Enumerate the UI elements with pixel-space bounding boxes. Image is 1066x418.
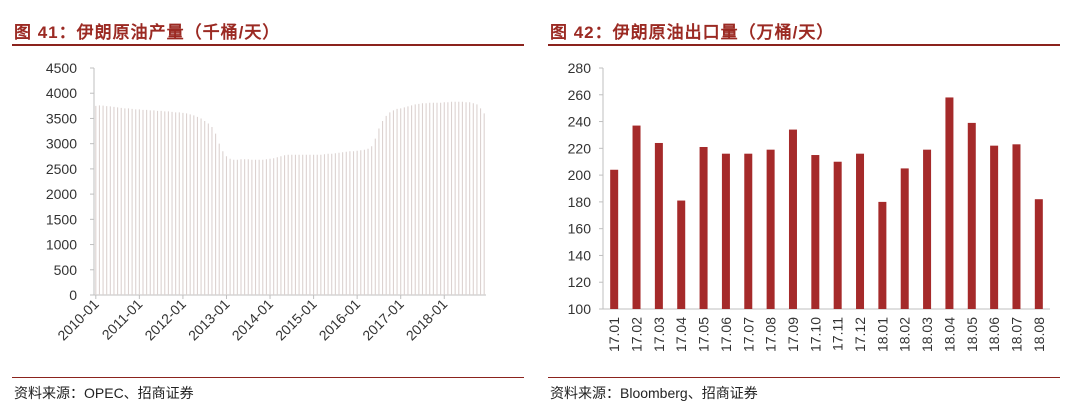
right-export-bar xyxy=(721,153,730,309)
left-x-tick-label: 2014-01 xyxy=(229,296,277,344)
right-x-tick-label: 18.01 xyxy=(874,317,890,352)
left-production-chart: 0 500 1000 1500 2000 2500 3000 3500 4000 4500 2010… xyxy=(46,60,486,344)
right-export-bar xyxy=(833,161,842,309)
right-export-bar xyxy=(610,169,619,309)
right-x-tick-label: 18.07 xyxy=(1008,317,1024,352)
left-y-tick-label: 4000 xyxy=(46,85,77,101)
right-export-bar xyxy=(900,168,909,309)
left-y-tick-label: 1500 xyxy=(46,211,77,227)
right-export-bar xyxy=(788,129,797,309)
right-source-divider xyxy=(548,377,1060,378)
right-x-tick-label: 17.07 xyxy=(740,317,756,352)
right-export-bar xyxy=(766,149,775,309)
right-export-bar xyxy=(677,200,686,309)
right-source-note: 资料来源：Bloomberg、招商证券 xyxy=(550,385,758,401)
left-x-tick-label: 2015-01 xyxy=(272,296,320,344)
right-export-bar xyxy=(945,97,954,309)
right-x-tick-label: 18.04 xyxy=(941,317,957,352)
right-x-tick-label: 17.03 xyxy=(651,317,667,352)
right-y-tick-label: 100 xyxy=(568,301,592,317)
right-export-bar xyxy=(967,122,976,310)
right-y-tick-label: 160 xyxy=(568,221,592,237)
right-x-tick-label: 18.02 xyxy=(897,317,913,352)
left-x-tick-label: 2010-01 xyxy=(54,296,102,344)
left-y-tick-label: 500 xyxy=(54,262,78,278)
right-x-tick-label: 18.03 xyxy=(919,317,935,352)
right-x-tick-label: 17.12 xyxy=(852,317,868,352)
right-export-bar xyxy=(878,201,887,309)
left-y-tick-label: 4500 xyxy=(46,60,77,76)
right-x-tick-label: 17.10 xyxy=(807,317,823,352)
right-export-bar xyxy=(990,145,999,309)
left-x-tick-label: 2012-01 xyxy=(141,296,189,344)
left-x-tick-label: 2018-01 xyxy=(403,296,451,344)
right-export-bar xyxy=(856,153,865,309)
right-export-bar xyxy=(654,142,663,309)
right-x-tick-label: 17.05 xyxy=(696,317,712,352)
left-x-tick-label: 2011-01 xyxy=(99,296,146,343)
right-y-tick-label: 220 xyxy=(568,140,592,156)
right-y-tick-label: 180 xyxy=(568,194,592,210)
left-figure-title: 图 41：伊朗原油产量（千桶/天） xyxy=(14,23,281,42)
left-source-note: 资料来源：OPEC、招商证券 xyxy=(14,385,194,401)
left-x-tick-label: 2013-01 xyxy=(185,296,233,344)
left-y-tick-label: 2500 xyxy=(46,161,77,177)
right-export-bar xyxy=(632,125,641,309)
left-y-tick-label: 1000 xyxy=(46,237,77,253)
right-x-tick-label: 17.02 xyxy=(629,317,645,352)
left-y-tick-label: 2000 xyxy=(46,186,77,202)
left-y-tick-label: 3000 xyxy=(46,136,77,152)
right-y-tick-label: 260 xyxy=(568,87,592,103)
left-x-tick-label: 2016-01 xyxy=(316,296,364,344)
right-export-bar xyxy=(1034,199,1043,309)
right-x-tick-label: 17.06 xyxy=(718,317,734,352)
right-x-tick-label: 17.09 xyxy=(785,317,801,352)
right-x-tick-label: 17.04 xyxy=(673,317,689,352)
right-y-tick-label: 140 xyxy=(568,247,592,263)
right-y-tick-label: 120 xyxy=(568,274,592,290)
right-export-bar xyxy=(923,149,932,309)
right-export-bar xyxy=(744,153,753,309)
left-title-divider xyxy=(12,44,524,46)
right-x-tick-label: 18.06 xyxy=(986,317,1002,352)
left-source-divider xyxy=(12,377,524,378)
left-x-tick-label: 2017-01 xyxy=(359,296,407,344)
right-export-bar xyxy=(1012,144,1021,309)
right-figure-panel: 图 42：伊朗原油出口量（万桶/天） 100 120 140 160 180 200 220… xyxy=(536,0,1066,418)
right-x-tick-label: 17.01 xyxy=(606,317,622,352)
left-y-tick-label: 0 xyxy=(69,287,77,303)
right-x-tick-label: 18.05 xyxy=(964,317,980,352)
right-y-tick-label: 240 xyxy=(568,114,592,130)
right-x-tick-label: 17.11 xyxy=(830,317,846,351)
right-export-bar xyxy=(699,146,708,309)
right-x-tick-label: 18.08 xyxy=(1031,317,1047,352)
right-y-tick-label: 200 xyxy=(568,167,592,183)
left-figure-panel: 图 41：伊朗原油产量（千桶/天） 0 500 1000 1500 2000 2500 30… xyxy=(0,0,530,418)
right-y-tick-label: 280 xyxy=(568,60,592,76)
right-title-divider xyxy=(548,44,1060,46)
right-export-bar xyxy=(811,155,820,309)
right-x-tick-label: 17.08 xyxy=(763,317,779,352)
right-figure-title: 图 42：伊朗原油出口量（万桶/天） xyxy=(550,23,835,42)
right-export-chart: 100 120 140 160 180 200 220 240 260 280 17.01 17.02… xyxy=(568,60,1050,352)
left-y-tick-label: 3500 xyxy=(46,110,77,126)
